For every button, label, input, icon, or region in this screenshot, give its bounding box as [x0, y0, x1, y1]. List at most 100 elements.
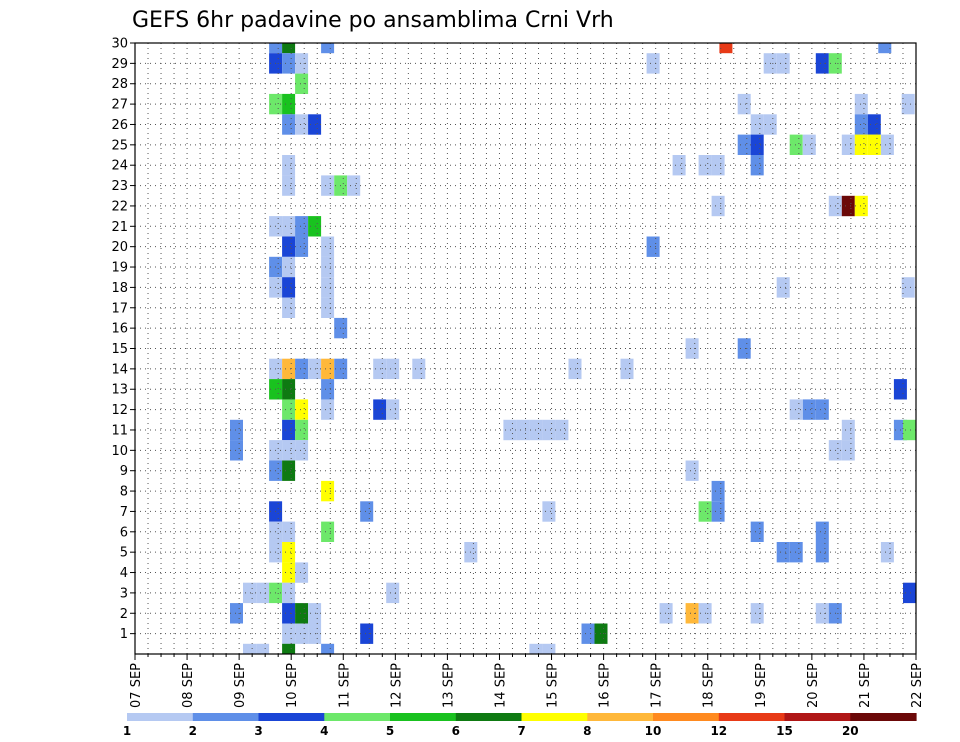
heatmap-cell: [282, 114, 296, 135]
heatmap-cell: [308, 623, 322, 644]
y-tick-label: 17: [111, 301, 128, 316]
colorbar-label: 20: [842, 724, 859, 738]
heatmap-cell: [282, 53, 296, 74]
heatmap-cell: [282, 419, 296, 441]
heatmap-cell: [776, 277, 790, 298]
heatmap-cell: [282, 277, 296, 298]
heatmap-cell: [581, 623, 595, 644]
heatmap-cell: [295, 399, 309, 420]
y-tick-label: 30: [111, 37, 128, 52]
colorbar-swatch: [127, 713, 194, 721]
heatmap-cell: [282, 399, 296, 420]
colorbar-label: 2: [189, 724, 197, 738]
heatmap-cell: [750, 155, 764, 176]
y-tick-label: 19: [111, 261, 128, 276]
heatmap-cell: [815, 521, 829, 542]
heatmap-cell: [841, 440, 855, 461]
heatmap-cell: [295, 419, 309, 441]
heatmap-cell: [373, 399, 387, 420]
x-tick-label: 21 SEP: [858, 663, 873, 708]
y-tick-label: 28: [111, 77, 128, 92]
heatmap-cell: [321, 175, 335, 196]
x-tick-label: 13 SEP: [441, 663, 456, 708]
y-tick-label: 20: [111, 240, 128, 255]
heatmap-cell: [685, 603, 699, 624]
x-tick-label: 15 SEP: [546, 663, 561, 708]
y-tick-label: 6: [120, 525, 128, 540]
heatmap-cell: [256, 582, 270, 604]
colorbar-label: 8: [583, 724, 591, 738]
heatmap-cell: [230, 440, 243, 461]
heatmap-cell: [295, 73, 309, 94]
colorbar-swatch: [784, 713, 851, 721]
heatmap-cell: [230, 419, 243, 441]
y-tick-label: 7: [120, 505, 128, 520]
heatmap-cell: [854, 93, 868, 115]
grid-lines: [135, 43, 916, 654]
heatmap-cell: [360, 501, 374, 522]
heatmap-cell: [719, 43, 733, 54]
heatmap-cell: [282, 93, 296, 115]
heatmap-cell: [841, 419, 855, 441]
x-tick-label: 12 SEP: [389, 663, 404, 708]
heatmap-cell: [360, 623, 374, 644]
heatmap-cell: [282, 216, 296, 237]
y-tick-label: 5: [120, 546, 128, 561]
heatmap-cell: [295, 53, 309, 74]
heatmap-cell: [256, 643, 270, 654]
heatmap-cell: [854, 195, 868, 217]
x-tick-label: 14 SEP: [493, 663, 508, 708]
heatmap-cell: [321, 256, 335, 278]
heatmap-cell: [230, 603, 243, 624]
heatmap-cell: [412, 358, 426, 380]
heatmap-cell: [321, 43, 335, 54]
colorbar-swatch: [390, 713, 457, 721]
heatmap-cell: [789, 542, 803, 563]
heatmap-cell: [750, 521, 764, 542]
colorbar-label: 3: [254, 724, 262, 738]
chart-title: GEFS 6hr padavine po ansamblima Crni Vrh: [132, 8, 614, 33]
heatmap-cell: [282, 155, 296, 176]
heatmap-cell: [646, 236, 660, 257]
heatmap-cell: [878, 43, 892, 54]
heatmap-cell: [321, 521, 335, 542]
y-tick-label: 1: [120, 627, 128, 642]
heatmap-cell: [321, 399, 335, 420]
heatmap-cell: [295, 603, 309, 624]
y-tick-label: 11: [111, 423, 128, 438]
x-tick-label: 10 SEP: [285, 663, 300, 708]
heatmap-cell: [789, 134, 803, 155]
heatmap-cell: [672, 155, 686, 176]
heatmap-cell: [815, 542, 829, 563]
colorbar-label: 5: [386, 724, 394, 738]
heatmap-cell: [815, 399, 829, 420]
heatmap-cell: [386, 358, 400, 380]
heatmap-cell: [711, 480, 725, 502]
y-tick-label: 29: [111, 57, 128, 72]
heatmap-cell: [295, 440, 309, 461]
heatmap-cell: [776, 542, 790, 563]
y-tick-label: 3: [120, 586, 128, 601]
heatmap-cell: [529, 643, 543, 654]
heatmap-cell: [321, 236, 335, 257]
heatmap-cell: [282, 440, 296, 461]
heatmap-cell: [776, 53, 790, 74]
heatmap-cell: [282, 521, 296, 542]
heatmap-cell: [620, 358, 634, 380]
heatmap-cell: [295, 236, 309, 257]
heatmap-cell: [802, 134, 816, 155]
x-axis: 07 SEP 08 SEP 09 SEP 10 SEP 11 SEP 12 SEP 13 S…: [129, 654, 925, 708]
heatmap-cell: [867, 134, 881, 155]
heatmap-cell: [750, 603, 764, 624]
x-tick-label: 22 SEP: [910, 663, 925, 708]
heatmap-cell: [737, 134, 751, 155]
x-tick-label: 18 SEP: [702, 663, 717, 708]
colorbar-label: 6: [452, 724, 460, 738]
y-tick-label: 13: [111, 383, 128, 398]
heatmap-cell: [321, 480, 335, 502]
heatmap-cell: [386, 582, 400, 604]
heatmap-cell: [282, 562, 296, 583]
heatmap-cell: [789, 399, 803, 420]
heatmap-cell: [308, 114, 322, 135]
heatmap-cell: [282, 256, 296, 278]
